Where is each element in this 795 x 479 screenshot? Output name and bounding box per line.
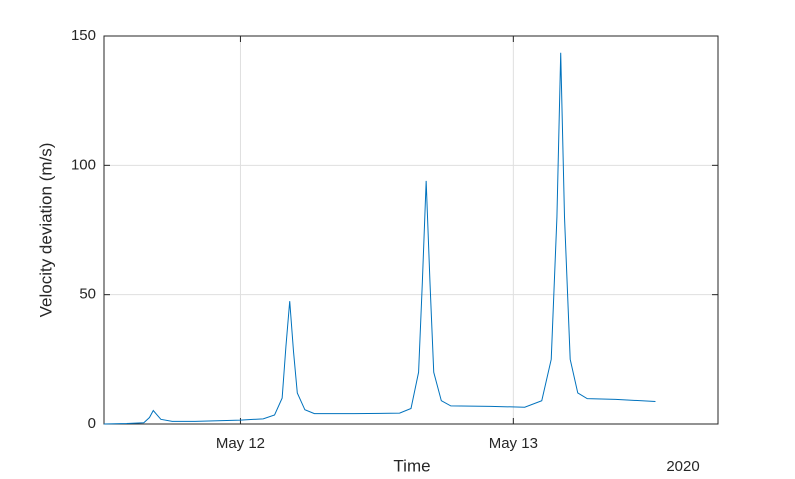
x-secondary-label: 2020 (666, 458, 699, 475)
x-tick-label: May 12 (216, 435, 265, 452)
data-line (103, 52, 656, 425)
y-tick-label: 100 (71, 156, 96, 173)
plot-frame (103, 35, 719, 425)
y-tick-label: 50 (79, 286, 96, 303)
y-tick-label: 150 (71, 27, 96, 44)
x-axis-label: Time (393, 456, 430, 475)
y-tick-label: 0 (88, 415, 96, 432)
y-axis-label: Velocity deviation (m/s) (36, 143, 55, 318)
x-tick-label: May 13 (489, 435, 538, 452)
